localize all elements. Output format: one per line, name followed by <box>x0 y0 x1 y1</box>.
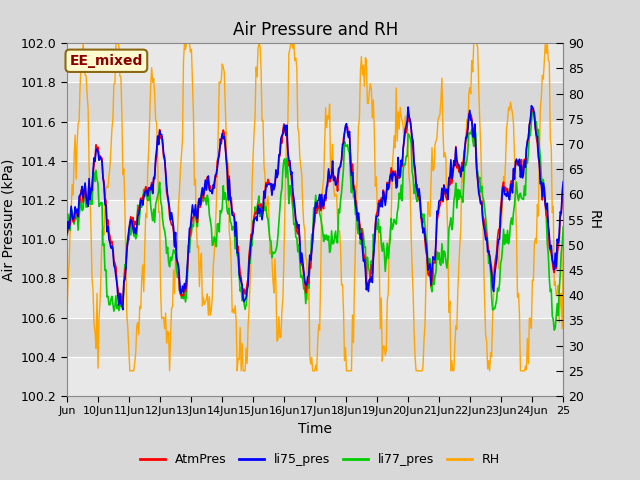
Bar <box>67 43 563 83</box>
Bar <box>67 83 563 121</box>
Bar <box>67 161 563 200</box>
X-axis label: Time: Time <box>298 422 332 436</box>
Bar <box>67 318 563 357</box>
Bar <box>67 200 563 239</box>
Bar <box>67 278 563 318</box>
Bar <box>67 357 563 396</box>
Legend: AtmPres, li75_pres, li77_pres, RH: AtmPres, li75_pres, li77_pres, RH <box>135 448 505 471</box>
Title: Air Pressure and RH: Air Pressure and RH <box>232 21 398 39</box>
Y-axis label: RH: RH <box>587 210 601 229</box>
Bar <box>67 121 563 161</box>
Bar <box>67 239 563 278</box>
Y-axis label: Air Pressure (kPa): Air Pressure (kPa) <box>1 158 15 281</box>
Text: EE_mixed: EE_mixed <box>70 54 143 68</box>
